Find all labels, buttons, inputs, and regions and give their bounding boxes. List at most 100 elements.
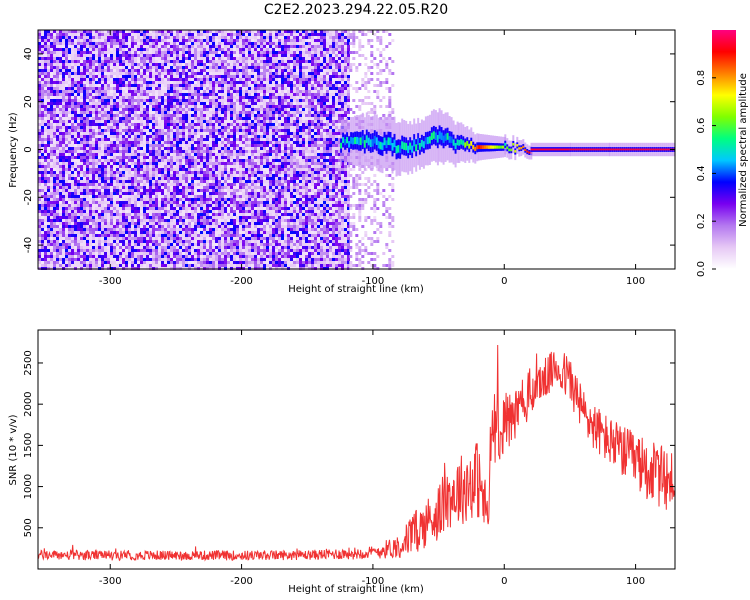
heatmap-cell <box>104 162 107 165</box>
heatmap-cell <box>98 69 101 72</box>
heatmap-cell <box>203 168 206 171</box>
heatmap-cell <box>116 234 119 237</box>
heatmap-cell <box>143 63 146 66</box>
heatmap-cell <box>101 102 104 105</box>
heatmap-cell <box>191 216 194 219</box>
heatmap-cell <box>173 87 176 90</box>
heatmap-cell <box>167 243 170 246</box>
heatmap-cell <box>173 159 176 162</box>
heatmap-cell <box>83 252 86 255</box>
heatmap-cell <box>44 78 47 81</box>
heatmap-cell <box>173 42 176 45</box>
heatmap-cell <box>77 177 80 180</box>
heatmap-cell <box>122 87 125 90</box>
heatmap-cell <box>107 192 110 195</box>
heatmap-cell <box>167 75 170 78</box>
heatmap-cell <box>53 171 56 174</box>
heatmap-cell <box>206 249 209 252</box>
heatmap-cell <box>152 114 155 117</box>
heatmap-cell <box>125 189 128 192</box>
heatmap-cell <box>197 105 200 108</box>
heatmap-cell <box>179 174 182 177</box>
heatmap-cell <box>113 90 116 93</box>
heatmap-cell <box>167 171 170 174</box>
heatmap-cell <box>155 150 158 153</box>
heatmap-cell <box>86 30 89 33</box>
heatmap-cell <box>164 180 167 183</box>
heatmap-cell <box>110 105 113 108</box>
heatmap-cell <box>122 36 125 39</box>
heatmap-cell <box>161 159 164 162</box>
heatmap-cell <box>149 87 152 90</box>
heatmap-cell <box>191 69 194 72</box>
heatmap-cell <box>218 51 221 54</box>
heatmap-cell <box>62 159 65 162</box>
heatmap-cell <box>176 54 179 57</box>
heatmap-cell <box>179 177 182 180</box>
heatmap-cell <box>182 210 185 213</box>
heatmap-cell <box>50 216 53 219</box>
heatmap-cell <box>122 159 125 162</box>
heatmap-cell <box>98 213 101 216</box>
heatmap-cell <box>161 51 164 54</box>
heatmap-cell <box>68 30 71 33</box>
heatmap-cell <box>56 75 59 78</box>
heatmap-cell <box>122 213 125 216</box>
heatmap-cell <box>80 42 83 45</box>
heatmap-cell <box>65 87 68 90</box>
heatmap-cell <box>167 153 170 156</box>
heatmap-cell <box>194 189 197 192</box>
heatmap-cell <box>101 57 104 60</box>
heatmap-cell <box>170 192 173 195</box>
heatmap-cell <box>170 165 173 168</box>
heatmap-cell <box>104 159 107 162</box>
heatmap-cell <box>155 186 158 189</box>
heatmap-cell <box>116 216 119 219</box>
heatmap-cell <box>140 150 143 153</box>
heatmap-cell <box>41 243 44 246</box>
heatmap-cell <box>71 222 74 225</box>
heatmap-cell <box>224 117 227 120</box>
heatmap-cell <box>107 54 110 57</box>
heatmap-cell <box>83 204 86 207</box>
heatmap-cell <box>68 201 71 204</box>
heatmap-cell <box>71 87 74 90</box>
heatmap-cell <box>122 102 125 105</box>
heatmap-cell <box>98 111 101 114</box>
heatmap-cell <box>80 258 83 261</box>
heatmap-cell <box>203 174 206 177</box>
heatmap-cell <box>212 165 215 168</box>
heatmap-cell <box>146 39 149 42</box>
heatmap-cell <box>182 186 185 189</box>
heatmap-cell <box>224 129 227 132</box>
heatmap-cell <box>47 222 50 225</box>
heatmap-cell <box>125 198 128 201</box>
heatmap-cell <box>134 69 137 72</box>
heatmap-cell <box>143 51 146 54</box>
heatmap-cell <box>122 51 125 54</box>
heatmap-cell <box>215 252 218 255</box>
heatmap-cell <box>101 48 104 51</box>
heatmap-cell <box>143 90 146 93</box>
heatmap-cell <box>182 174 185 177</box>
heatmap-cell <box>218 180 221 183</box>
heatmap-cell <box>116 144 119 147</box>
heatmap-cell <box>170 42 173 45</box>
heatmap-cell <box>173 150 176 153</box>
heatmap-cell <box>116 132 119 135</box>
heatmap-cell <box>206 264 209 267</box>
heatmap-cell <box>74 243 77 246</box>
heatmap-cell <box>53 198 56 201</box>
heatmap-cell <box>86 42 89 45</box>
heatmap-cell <box>125 183 128 186</box>
heatmap-cell <box>131 81 134 84</box>
heatmap-cell <box>71 237 74 240</box>
heatmap-cell <box>143 69 146 72</box>
heatmap-cell <box>188 126 191 129</box>
heatmap-cell <box>62 66 65 69</box>
heatmap-cell <box>200 147 203 150</box>
heatmap-cell <box>161 108 164 111</box>
heatmap-cell <box>194 204 197 207</box>
heatmap-cell <box>197 87 200 90</box>
heatmap-cell <box>92 213 95 216</box>
